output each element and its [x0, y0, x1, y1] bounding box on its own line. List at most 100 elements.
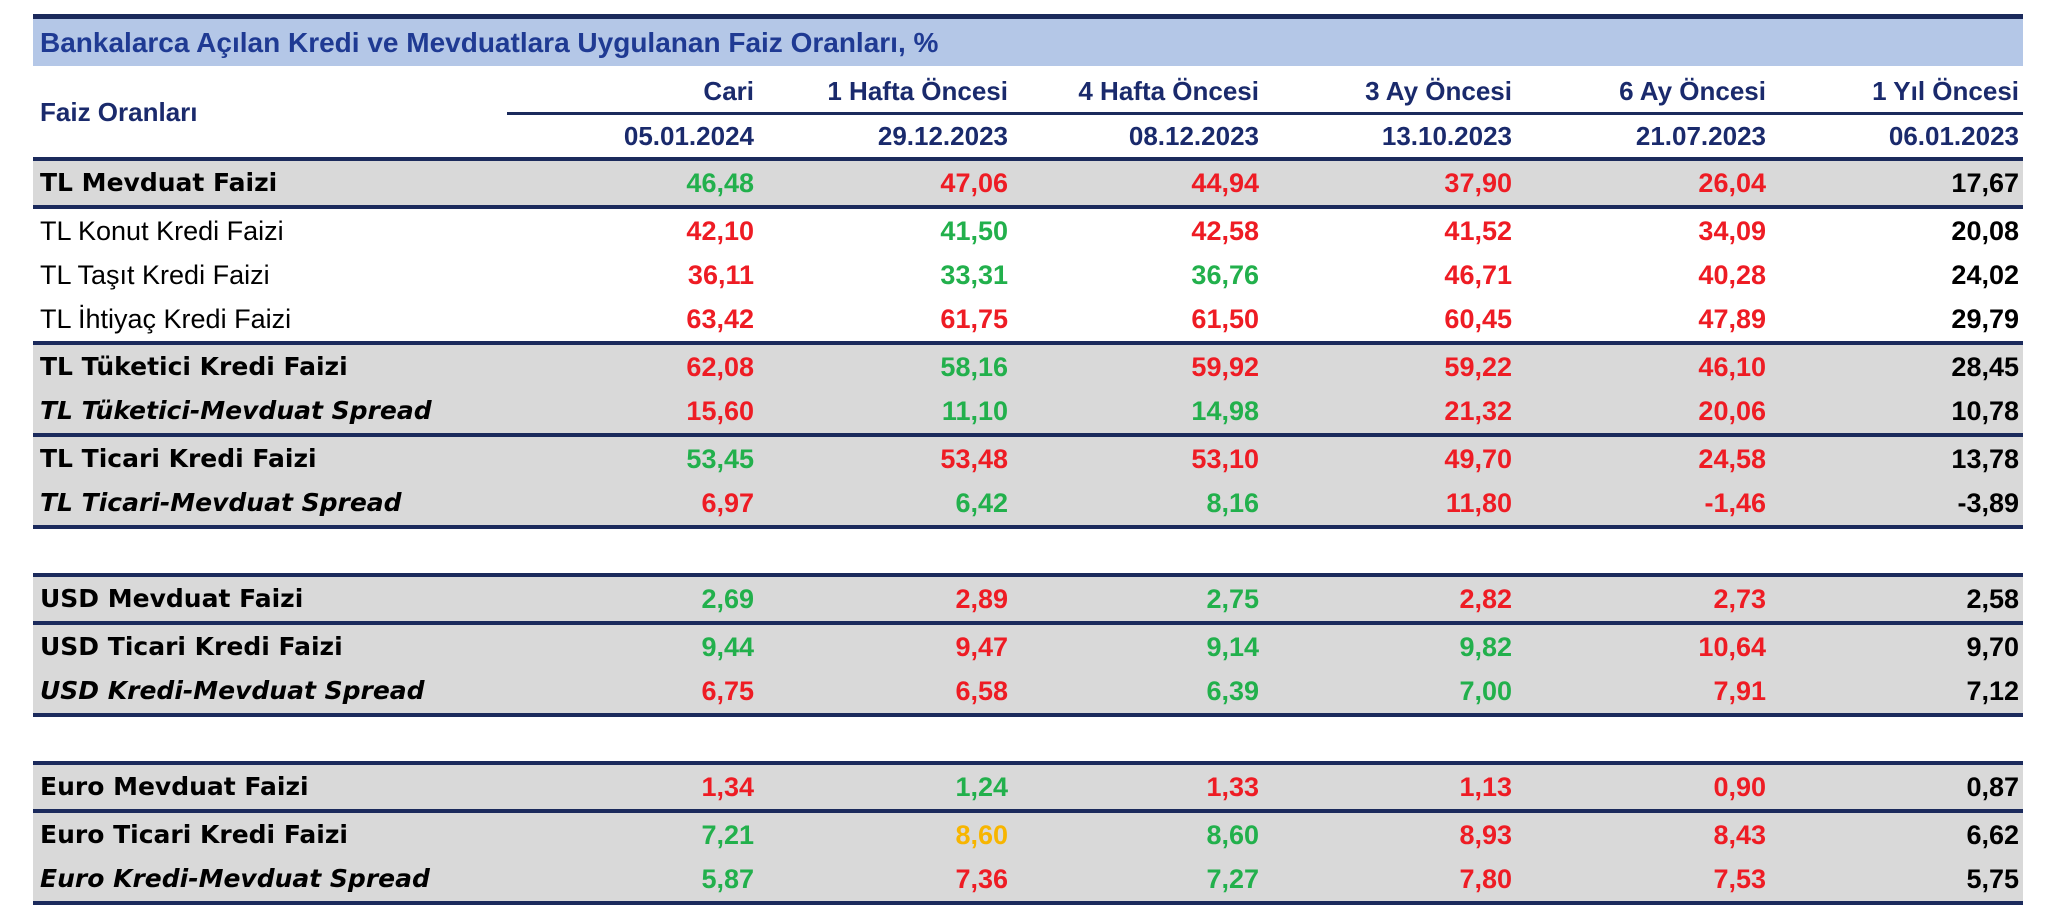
value-cell: 7,00	[1459, 676, 1512, 706]
value-cell: 46,48	[686, 168, 754, 198]
value-cell: 5,87	[701, 864, 754, 894]
row-shade	[33, 481, 2023, 525]
value-cell: 8,93	[1459, 820, 1512, 850]
column-name: 3 Ay Öncesi	[1365, 76, 1512, 106]
value-cell: 11,10	[941, 396, 1008, 426]
column-date: 06.01.2023	[1888, 121, 2019, 151]
value-cell: 21,32	[1444, 396, 1512, 426]
value-cell: -1,46	[1704, 488, 1766, 518]
value-cell: 46,10	[1698, 352, 1766, 382]
row-shade	[33, 669, 2023, 713]
header-rule	[507, 112, 2023, 115]
value-cell: 1,13	[1459, 772, 1512, 802]
title: Bankalarca Açılan Kredi ve Mevduatlara U…	[40, 27, 939, 58]
row-label: TL Ticari Kredi Faizi	[40, 444, 317, 473]
row-shade	[33, 765, 2023, 809]
value-cell: 14,98	[1191, 396, 1259, 426]
top-rule	[33, 14, 2023, 19]
value-cell: 24,58	[1698, 444, 1766, 474]
row-shade	[33, 577, 2023, 621]
title-bar	[33, 19, 2023, 66]
header-label: Faiz Oranları	[40, 97, 198, 127]
group-rule	[33, 809, 2023, 813]
value-cell: 9,70	[1966, 632, 2019, 662]
value-cell: 2,82	[1459, 584, 1512, 614]
value-cell: 15,60	[686, 396, 754, 426]
column-date: 21.07.2023	[1635, 121, 1766, 151]
value-cell: 17,67	[1951, 168, 2019, 198]
value-cell: 42,10	[686, 216, 754, 246]
value-cell: 20,08	[1951, 216, 2019, 246]
value-cell: 41,52	[1444, 216, 1512, 246]
value-cell: 36,76	[1191, 260, 1259, 290]
value-cell: 7,36	[955, 864, 1008, 894]
column-date: 08.12.2023	[1128, 121, 1259, 151]
value-cell: 63,42	[686, 304, 754, 334]
row-label: TL Ticari-Mevduat Spread	[40, 488, 402, 517]
value-cell: 10,78	[1951, 396, 2019, 426]
row-shade	[33, 161, 2023, 205]
row-shade	[33, 813, 2023, 857]
value-cell: 1,24	[955, 772, 1008, 802]
column-name: 1 Yıl Öncesi	[1872, 76, 2019, 106]
value-cell: 6,62	[1966, 820, 2019, 850]
value-cell: 9,14	[1206, 632, 1259, 662]
value-cell: 7,21	[701, 820, 754, 850]
row-label: Euro Kredi-Mevduat Spread	[40, 864, 430, 893]
value-cell: 47,89	[1698, 304, 1766, 334]
row-label: TL Mevduat Faizi	[40, 168, 278, 197]
group-rule	[33, 341, 2023, 345]
column-name: 6 Ay Öncesi	[1619, 76, 1766, 106]
value-cell: 40,28	[1698, 260, 1766, 290]
group-rule	[33, 205, 2023, 209]
value-cell: 34,09	[1698, 216, 1766, 246]
value-cell: 11,80	[1445, 488, 1512, 518]
value-cell: 42,58	[1191, 216, 1259, 246]
value-cell: 36,11	[687, 260, 754, 290]
group-rule	[33, 621, 2023, 625]
row-shade	[33, 437, 2023, 481]
value-cell: 9,47	[955, 632, 1008, 662]
row-label: TL Tüketici Kredi Faizi	[40, 352, 348, 381]
value-cell: 29,79	[1951, 304, 2019, 334]
value-cell: 6,39	[1206, 676, 1259, 706]
value-cell: 49,70	[1444, 444, 1512, 474]
row-label: TL Konut Kredi Faizi	[40, 216, 284, 246]
value-cell: 28,45	[1951, 352, 2019, 382]
value-cell: 58,16	[940, 352, 1008, 382]
value-cell: 6,75	[701, 676, 754, 706]
value-cell: 5,75	[1966, 864, 2019, 894]
value-cell: 53,48	[940, 444, 1008, 474]
value-cell: 1,33	[1206, 772, 1259, 802]
row-label: TL Taşıt Kredi Faizi	[40, 260, 270, 290]
row-label: TL Tüketici-Mevduat Spread	[40, 396, 432, 425]
group-rule	[33, 525, 2023, 529]
value-cell: 53,10	[1191, 444, 1259, 474]
value-cell: 9,82	[1459, 632, 1512, 662]
row-shade	[33, 389, 2023, 433]
value-cell: 10,64	[1698, 632, 1766, 662]
column-name: 4 Hafta Öncesi	[1078, 76, 1259, 106]
group-rule	[33, 901, 2023, 905]
value-cell: 59,92	[1191, 352, 1259, 382]
value-cell: 7,80	[1459, 864, 1512, 894]
row-label: Euro Mevduat Faizi	[40, 772, 309, 801]
column-name: 1 Hafta Öncesi	[827, 76, 1008, 106]
value-cell: 47,06	[940, 168, 1008, 198]
column-date: 29.12.2023	[877, 121, 1008, 151]
value-cell: 24,02	[1951, 260, 2019, 290]
value-cell: 44,94	[1191, 168, 1259, 198]
column-name: Cari	[703, 76, 754, 106]
value-cell: 2,73	[1713, 584, 1766, 614]
value-cell: 13,78	[1951, 444, 2019, 474]
value-cell: 7,91	[1713, 676, 1766, 706]
value-cell: 8,60	[955, 820, 1008, 850]
value-cell: 7,27	[1206, 864, 1259, 894]
value-cell: 59,22	[1444, 352, 1512, 382]
value-cell: 20,06	[1698, 396, 1766, 426]
row-shade	[33, 625, 2023, 669]
value-cell: -3,89	[1957, 488, 2019, 518]
group-rule	[33, 157, 2023, 161]
group-rule	[33, 433, 2023, 437]
